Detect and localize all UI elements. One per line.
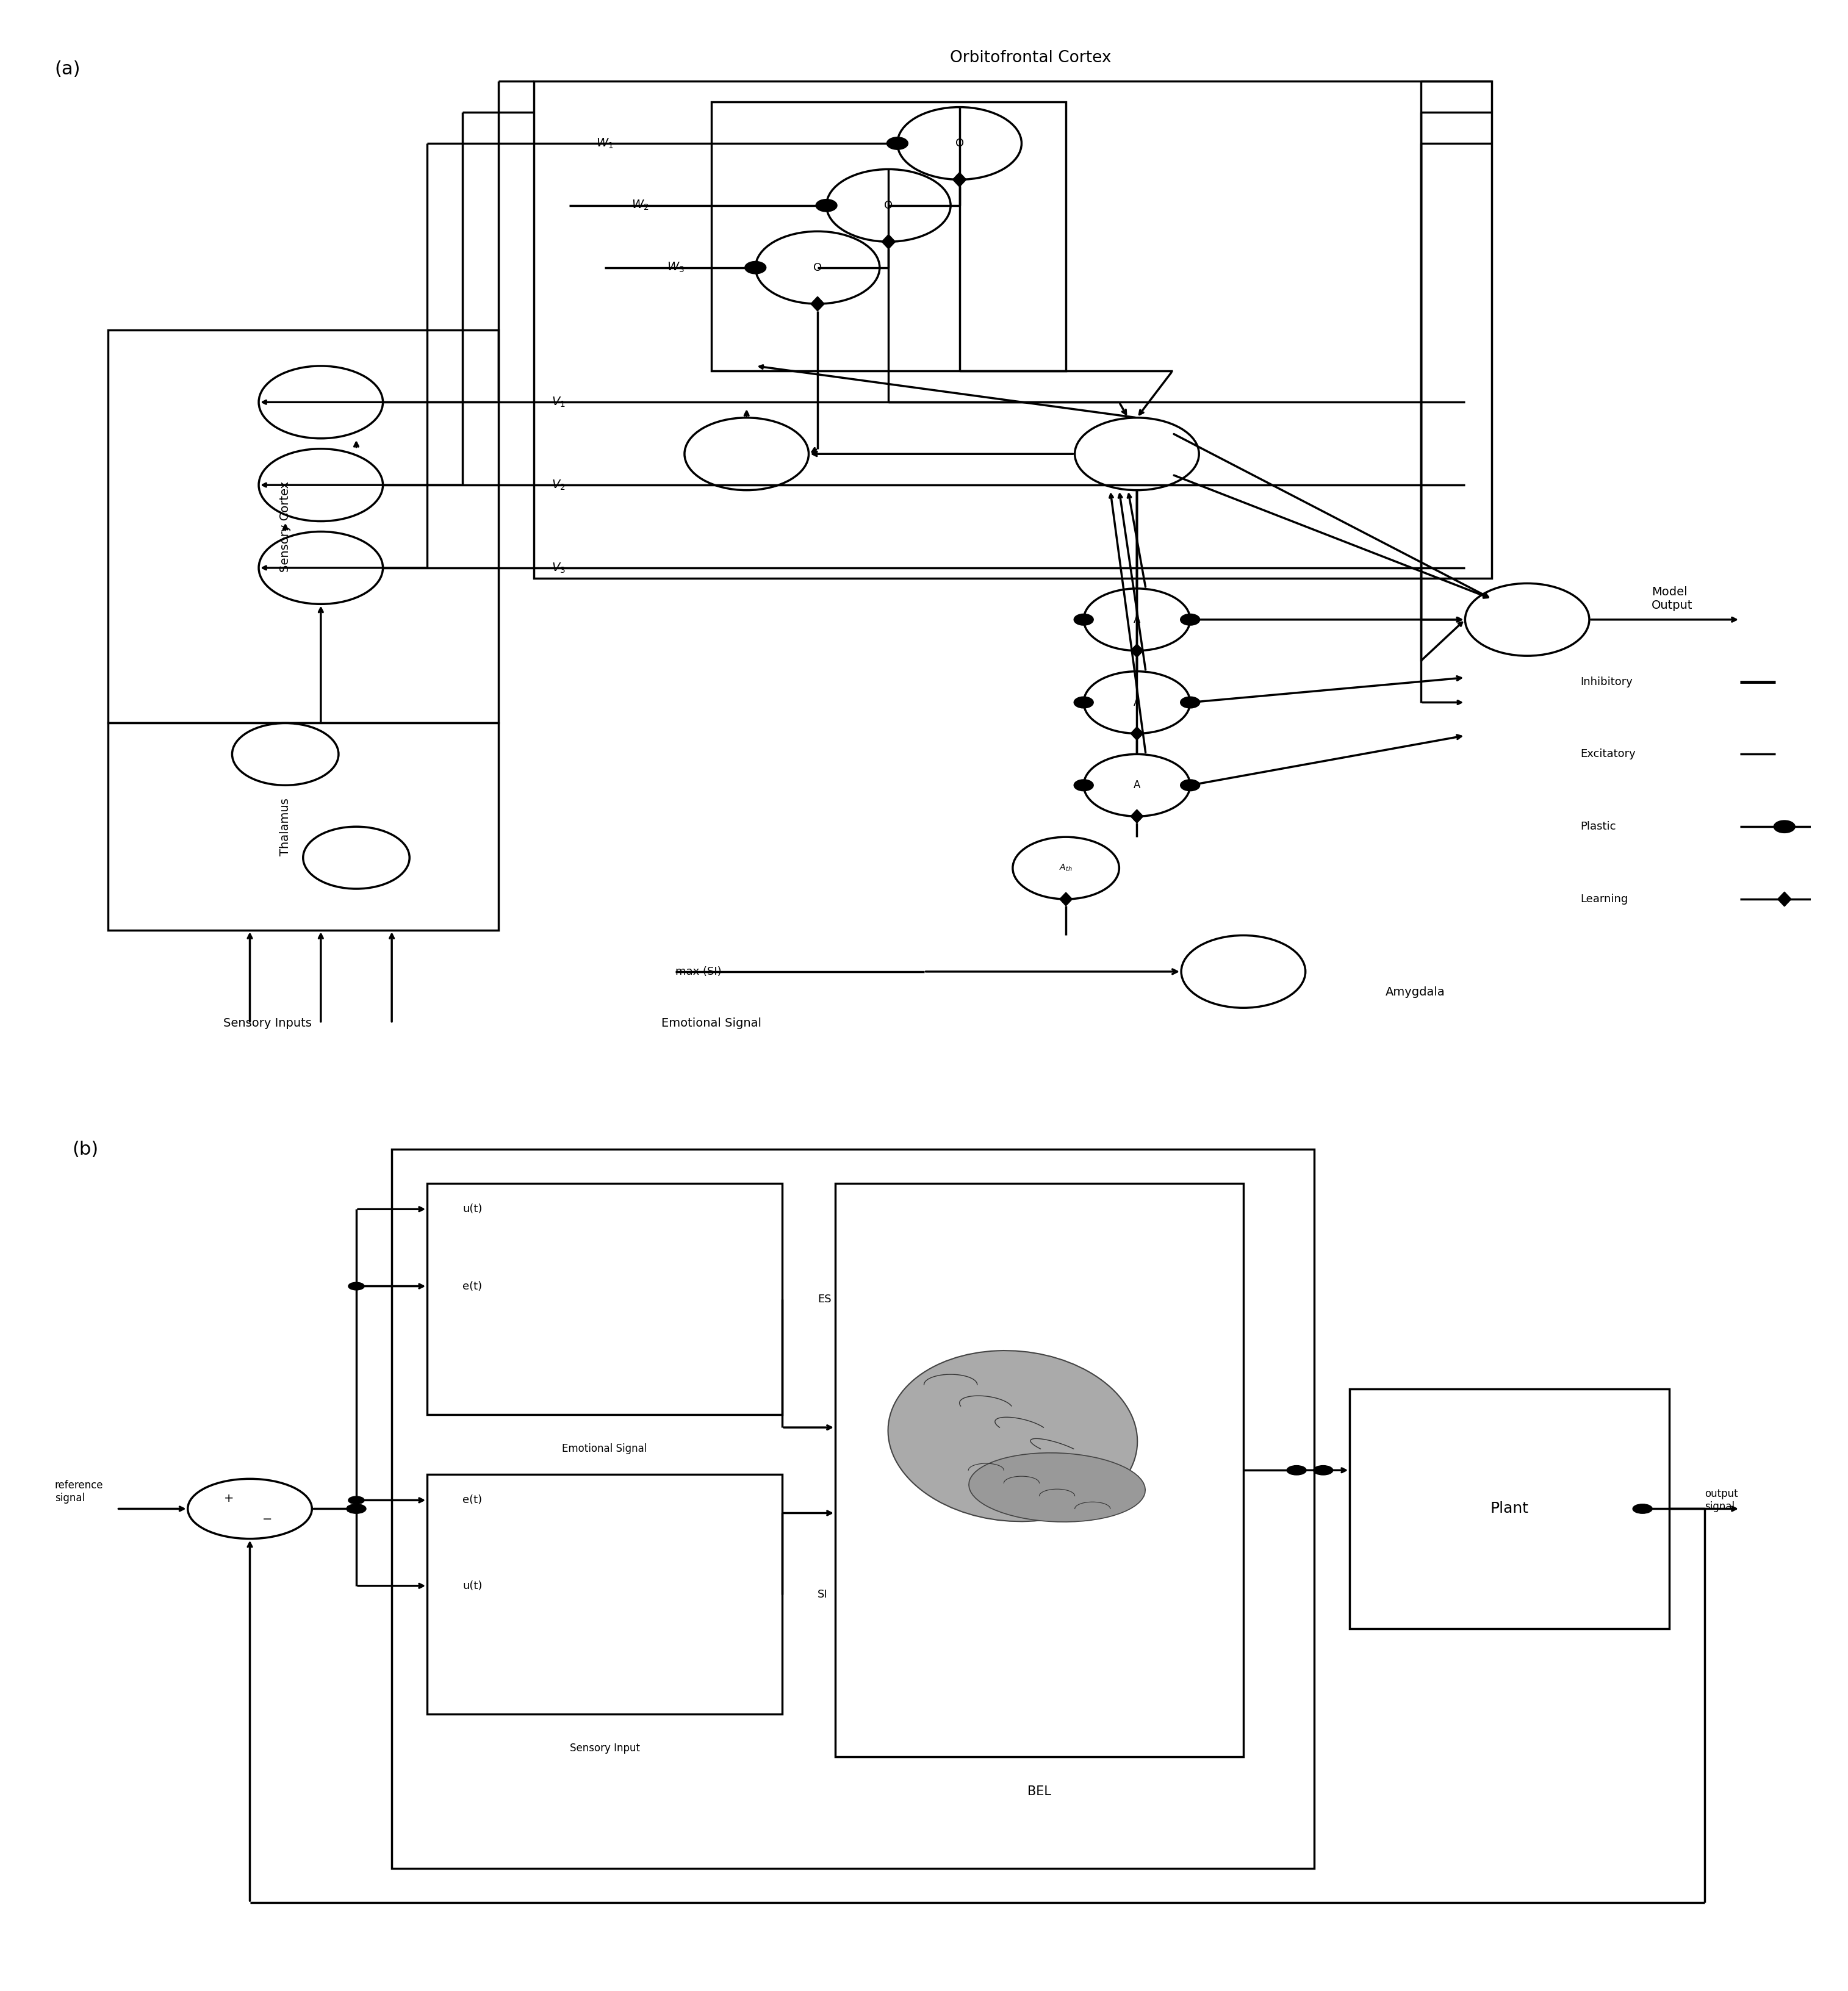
Circle shape xyxy=(1181,936,1305,1007)
Ellipse shape xyxy=(968,1453,1146,1521)
Text: Sensory Inputs: Sensory Inputs xyxy=(224,1017,312,1029)
Polygon shape xyxy=(1131,810,1144,822)
Bar xyxy=(392,1149,1314,1868)
Text: (a): (a) xyxy=(55,60,81,78)
Polygon shape xyxy=(1778,892,1791,906)
Circle shape xyxy=(1083,755,1190,816)
Text: Amygdala: Amygdala xyxy=(1386,986,1445,997)
Circle shape xyxy=(1774,820,1794,832)
Circle shape xyxy=(1074,697,1094,709)
Circle shape xyxy=(815,199,837,211)
Bar xyxy=(835,1183,1244,1758)
Polygon shape xyxy=(1131,727,1144,741)
Polygon shape xyxy=(811,297,824,311)
Text: e(t): e(t) xyxy=(462,1280,482,1292)
Circle shape xyxy=(1181,697,1199,709)
Bar xyxy=(107,723,499,930)
Circle shape xyxy=(1074,613,1094,625)
Circle shape xyxy=(303,826,410,888)
Text: Emotional Signal: Emotional Signal xyxy=(562,1443,647,1453)
Text: Excitatory: Excitatory xyxy=(1580,749,1635,761)
Circle shape xyxy=(1181,613,1199,625)
Polygon shape xyxy=(881,235,894,249)
Circle shape xyxy=(259,448,383,522)
Circle shape xyxy=(1314,1465,1332,1475)
Text: +: + xyxy=(224,1493,233,1505)
Circle shape xyxy=(1013,836,1120,900)
Circle shape xyxy=(745,261,767,275)
Text: SI: SI xyxy=(817,1589,828,1601)
Text: −: − xyxy=(262,1513,274,1525)
Text: BEL: BEL xyxy=(1027,1786,1052,1798)
Text: O: O xyxy=(883,199,893,211)
Text: $V_1$: $V_1$ xyxy=(551,396,565,408)
Text: u(t): u(t) xyxy=(462,1205,482,1215)
Bar xyxy=(711,102,1066,370)
Text: Inhibitory: Inhibitory xyxy=(1580,677,1634,687)
Ellipse shape xyxy=(889,1350,1137,1521)
Text: max (SI): max (SI) xyxy=(676,966,723,978)
Text: reference
signal: reference signal xyxy=(55,1479,103,1503)
Text: O: O xyxy=(955,137,965,149)
Circle shape xyxy=(1181,780,1199,790)
Circle shape xyxy=(188,1479,312,1539)
Text: $W_1$: $W_1$ xyxy=(595,137,614,149)
Text: A: A xyxy=(1133,780,1140,790)
Circle shape xyxy=(887,137,907,149)
Text: Sensory Input: Sensory Input xyxy=(569,1742,639,1754)
Circle shape xyxy=(1083,671,1190,733)
Circle shape xyxy=(233,723,338,784)
Text: Emotional Signal: Emotional Signal xyxy=(662,1017,761,1029)
Text: ES: ES xyxy=(817,1294,832,1304)
Text: Sensory Cortex: Sensory Cortex xyxy=(279,482,292,571)
Circle shape xyxy=(347,1282,364,1290)
Polygon shape xyxy=(954,173,967,187)
Text: Plant: Plant xyxy=(1489,1501,1528,1515)
Circle shape xyxy=(259,366,383,438)
Text: e(t): e(t) xyxy=(462,1495,482,1505)
Circle shape xyxy=(1074,780,1094,790)
Text: Orbitofrontal Cortex: Orbitofrontal Cortex xyxy=(950,50,1111,66)
Circle shape xyxy=(1083,589,1190,651)
Circle shape xyxy=(1634,1503,1652,1513)
Text: Plastic: Plastic xyxy=(1580,820,1617,832)
Circle shape xyxy=(684,418,809,490)
Text: Model
Output: Model Output xyxy=(1652,587,1693,611)
Text: A: A xyxy=(1133,697,1140,709)
Text: O: O xyxy=(813,263,822,273)
Text: u(t): u(t) xyxy=(462,1581,482,1591)
Text: A: A xyxy=(1133,613,1140,625)
Text: (b): (b) xyxy=(72,1141,98,1159)
Circle shape xyxy=(1286,1465,1307,1475)
Text: output
signal: output signal xyxy=(1704,1489,1737,1511)
Polygon shape xyxy=(1131,643,1144,657)
Circle shape xyxy=(826,169,950,241)
Text: Thalamus: Thalamus xyxy=(279,798,292,856)
Text: $V_2$: $V_2$ xyxy=(551,478,565,492)
Bar xyxy=(534,82,1491,577)
Circle shape xyxy=(756,231,880,305)
Text: $W_3$: $W_3$ xyxy=(667,261,684,275)
Circle shape xyxy=(347,1503,366,1513)
Bar xyxy=(427,1475,782,1714)
Polygon shape xyxy=(1059,892,1072,906)
Bar xyxy=(107,331,499,723)
Circle shape xyxy=(1465,583,1589,655)
Text: $A_{th}$: $A_{th}$ xyxy=(1059,862,1072,874)
Circle shape xyxy=(898,108,1022,179)
Text: $W_2$: $W_2$ xyxy=(632,199,649,211)
Bar xyxy=(1349,1390,1669,1629)
Text: Learning: Learning xyxy=(1580,894,1628,904)
Circle shape xyxy=(259,532,383,603)
Circle shape xyxy=(347,1497,364,1503)
Bar xyxy=(427,1183,782,1414)
Text: $V_3$: $V_3$ xyxy=(551,561,565,573)
Circle shape xyxy=(1076,418,1199,490)
